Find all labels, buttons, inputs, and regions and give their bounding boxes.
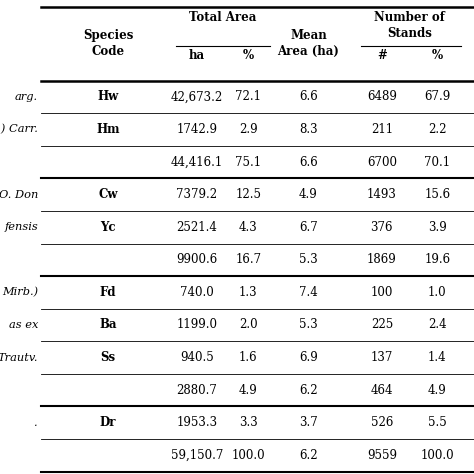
Text: 464: 464 — [371, 383, 393, 397]
Text: 6.7: 6.7 — [299, 221, 318, 234]
Text: 42,673.2: 42,673.2 — [171, 91, 223, 103]
Text: 5.5: 5.5 — [428, 416, 447, 429]
Text: 5.3: 5.3 — [299, 253, 318, 266]
Text: 75.1: 75.1 — [235, 155, 262, 169]
Text: 1493: 1493 — [367, 188, 397, 201]
Text: 59,150.7: 59,150.7 — [171, 449, 223, 462]
Text: 100.0: 100.0 — [231, 449, 265, 462]
Text: 12.5: 12.5 — [236, 188, 261, 201]
Text: 8.3: 8.3 — [299, 123, 318, 136]
Text: arg.: arg. — [15, 92, 38, 102]
Text: 6.6: 6.6 — [299, 155, 318, 169]
Text: %: % — [432, 49, 443, 62]
Text: 7379.2: 7379.2 — [176, 188, 218, 201]
Text: %: % — [243, 49, 254, 62]
Text: 940.5: 940.5 — [180, 351, 214, 364]
Text: 3.3: 3.3 — [239, 416, 258, 429]
Text: 225: 225 — [371, 319, 393, 331]
Text: 100.0: 100.0 — [420, 449, 454, 462]
Text: 4.9: 4.9 — [299, 188, 318, 201]
Text: 4.9: 4.9 — [428, 383, 447, 397]
Text: 72.1: 72.1 — [236, 91, 261, 103]
Text: 2521.4: 2521.4 — [176, 221, 218, 234]
Text: 44,416.1: 44,416.1 — [171, 155, 223, 169]
Text: 1742.9: 1742.9 — [176, 123, 218, 136]
Text: 2.4: 2.4 — [428, 319, 447, 331]
Text: 6700: 6700 — [367, 155, 397, 169]
Text: 6.9: 6.9 — [299, 351, 318, 364]
Text: Yc: Yc — [100, 221, 116, 234]
Text: 1199.0: 1199.0 — [176, 319, 218, 331]
Text: fensis: fensis — [4, 222, 38, 232]
Text: .: . — [35, 418, 38, 428]
Text: 3.7: 3.7 — [299, 416, 318, 429]
Text: Hm: Hm — [96, 123, 120, 136]
Text: 2.9: 2.9 — [239, 123, 258, 136]
Text: 5.3: 5.3 — [299, 319, 318, 331]
Text: Dr: Dr — [100, 416, 117, 429]
Text: 211: 211 — [371, 123, 393, 136]
Text: 2.2: 2.2 — [428, 123, 447, 136]
Text: r.) Carr.: r.) Carr. — [0, 124, 38, 135]
Text: Ba: Ba — [100, 319, 117, 331]
Text: 4.9: 4.9 — [239, 383, 258, 397]
Text: 1.3: 1.3 — [239, 286, 258, 299]
Text: 9900.6: 9900.6 — [176, 253, 218, 266]
Text: as ex: as ex — [9, 320, 38, 330]
Text: 1869: 1869 — [367, 253, 397, 266]
Text: Total Area: Total Area — [189, 11, 256, 24]
Text: 1.6: 1.6 — [239, 351, 258, 364]
Text: 6489: 6489 — [367, 91, 397, 103]
Text: 9559: 9559 — [367, 449, 397, 462]
Text: Number of
Stands: Number of Stands — [374, 11, 445, 40]
Text: #: # — [377, 49, 387, 62]
Text: 6.2: 6.2 — [299, 383, 318, 397]
Text: 16.7: 16.7 — [235, 253, 262, 266]
Text: 2880.7: 2880.7 — [176, 383, 218, 397]
Text: 15.6: 15.6 — [424, 188, 450, 201]
Text: 70.1: 70.1 — [424, 155, 450, 169]
Text: 740.0: 740.0 — [180, 286, 214, 299]
Text: 1.4: 1.4 — [428, 351, 447, 364]
Text: 526: 526 — [371, 416, 393, 429]
Text: Fd: Fd — [100, 286, 117, 299]
Text: 137: 137 — [371, 351, 393, 364]
Text: Cw: Cw — [99, 188, 118, 201]
Text: Mirb.): Mirb.) — [2, 287, 38, 298]
Text: 1.0: 1.0 — [428, 286, 447, 299]
Text: 100: 100 — [371, 286, 393, 299]
Text: 7.4: 7.4 — [299, 286, 318, 299]
Text: Ss: Ss — [100, 351, 116, 364]
Text: 6.6: 6.6 — [299, 91, 318, 103]
Text: ha: ha — [189, 49, 205, 62]
Text: O. Don: O. Don — [0, 190, 38, 200]
Text: 376: 376 — [371, 221, 393, 234]
Text: 1953.3: 1953.3 — [176, 416, 218, 429]
Text: 3.9: 3.9 — [428, 221, 447, 234]
Text: 67.9: 67.9 — [424, 91, 450, 103]
Text: 19.6: 19.6 — [424, 253, 450, 266]
Text: Species
Code: Species Code — [83, 29, 133, 58]
Text: 4.3: 4.3 — [239, 221, 258, 234]
Text: Mean
Area (ha): Mean Area (ha) — [277, 29, 339, 58]
Text: 6.2: 6.2 — [299, 449, 318, 462]
Text: Trautv.: Trautv. — [0, 353, 38, 363]
Text: 2.0: 2.0 — [239, 319, 258, 331]
Text: Hw: Hw — [98, 91, 119, 103]
